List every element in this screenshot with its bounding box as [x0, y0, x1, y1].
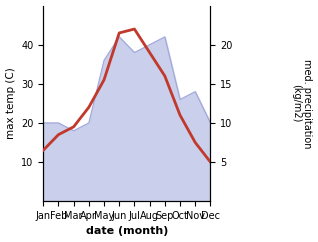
Y-axis label: max temp (C): max temp (C)	[5, 68, 16, 139]
X-axis label: date (month): date (month)	[86, 227, 168, 236]
Y-axis label: med. precipitation
(kg/m2): med. precipitation (kg/m2)	[291, 59, 313, 148]
